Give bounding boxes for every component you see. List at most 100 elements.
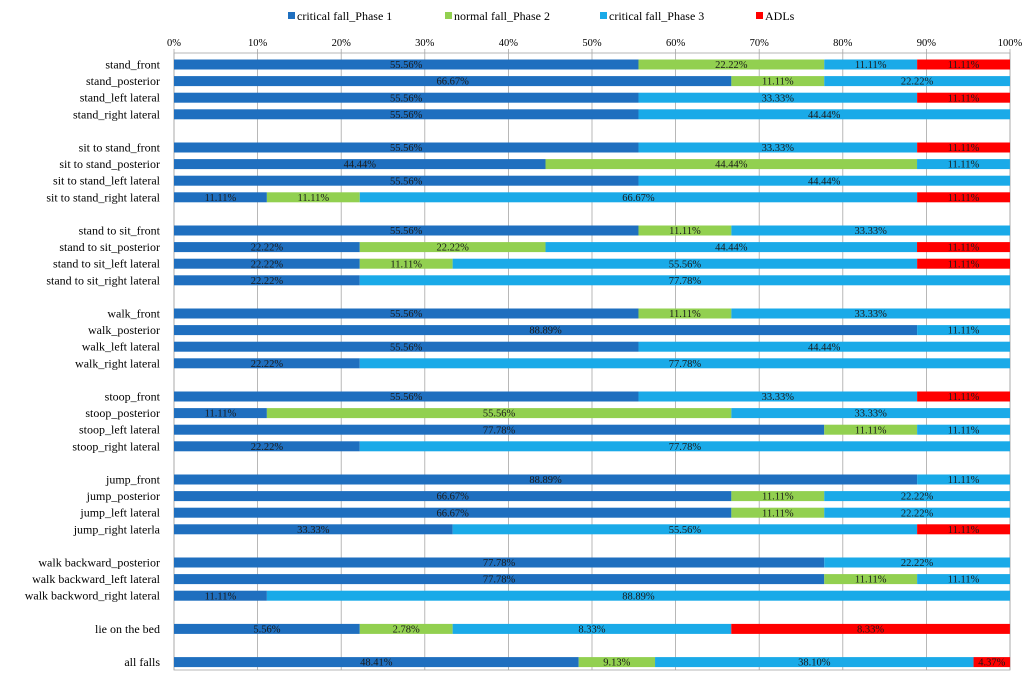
bar-segment (174, 574, 825, 585)
x-axis-tick-labels: 0% 10% 20% 30% 40% 50% 60% 70% 80% 90% 100% (167, 38, 1023, 49)
bar-segment (731, 507, 825, 518)
bar-segment (917, 474, 1010, 485)
bar-segment (917, 258, 1010, 269)
bar-segment (452, 524, 918, 535)
bar-segment (731, 225, 1010, 236)
data-label: 55.56% (483, 409, 516, 420)
data-label: 55.56% (390, 143, 423, 154)
data-label: 33.33% (762, 143, 795, 154)
bar-segment (452, 623, 732, 634)
x-tick-label: 30% (415, 38, 435, 49)
bar-segment (638, 92, 918, 103)
category-label: lie on the bed (95, 622, 160, 636)
bar-segment (917, 424, 1010, 435)
data-label: 66.67% (436, 77, 469, 88)
bars: 55.56% 22.22% 11.11% 11.11% 66.67% 11.11% 22.2… (174, 59, 1011, 669)
category-label: stand to sit_front (79, 224, 161, 238)
bar-segment (917, 325, 1010, 336)
data-label: 11.11% (948, 193, 980, 204)
data-label: 11.11% (948, 143, 980, 154)
bar-segment (266, 590, 1010, 601)
bar-segment (824, 491, 1010, 502)
bar-segment (266, 192, 360, 203)
bar-segment (824, 424, 918, 435)
bar-segment (174, 142, 639, 153)
bar-segment (638, 109, 1010, 120)
x-tick-label: 50% (582, 38, 602, 49)
data-label: 44.44% (808, 110, 841, 121)
x-tick-label: 20% (332, 38, 352, 49)
bar-segment (545, 159, 918, 170)
bar-segment (824, 574, 918, 585)
category-label: sit to stand_right lateral (46, 190, 160, 204)
bar-segment (731, 408, 1010, 419)
data-label: 55.56% (390, 342, 423, 353)
data-label: 38.10% (798, 658, 831, 669)
bar-segment (174, 225, 639, 236)
bar-segment (174, 59, 639, 70)
data-label: 66.67% (436, 492, 469, 503)
category-label: stand to sit_right lateral (46, 273, 160, 287)
category-label: jump_left lateral (79, 506, 160, 520)
x-tick-label: 60% (666, 38, 686, 49)
data-label: 48.41% (360, 658, 393, 669)
bar-segment (174, 341, 639, 352)
bar-segment (359, 358, 1011, 369)
bar-segment (917, 391, 1010, 402)
bar-segment (638, 391, 918, 402)
bar-segment (174, 92, 639, 103)
legend-label: critical fall_Phase 3 (609, 9, 704, 23)
bar-segment (174, 623, 360, 634)
data-label: 33.33% (854, 409, 887, 420)
data-label: 2.78% (393, 625, 420, 636)
bar-segment (174, 175, 639, 186)
data-label: 33.33% (854, 226, 887, 237)
bar-segment (174, 657, 579, 668)
bar-segment (174, 391, 639, 402)
legend-swatch (288, 12, 295, 19)
data-label: 11.11% (205, 193, 237, 204)
data-label: 88.89% (529, 326, 562, 337)
bar-segment (174, 507, 732, 518)
data-label: 4.37% (978, 658, 1005, 669)
data-label: 8.33% (578, 625, 605, 636)
data-label: 11.11% (205, 591, 237, 602)
data-label: 11.11% (948, 475, 980, 486)
data-label: 55.56% (390, 176, 423, 187)
x-tick-label: 10% (248, 38, 268, 49)
data-label: 33.33% (762, 392, 795, 403)
data-label: 77.78% (483, 425, 516, 436)
data-label: 66.67% (436, 508, 469, 519)
data-label: 11.11% (948, 93, 980, 104)
category-label: stand to sit_left lateral (53, 257, 161, 271)
data-label: 55.56% (390, 60, 423, 71)
category-label: stand_front (105, 58, 160, 72)
data-label: 11.11% (669, 309, 701, 320)
data-label: 11.11% (948, 525, 980, 536)
category-label: walk_posterior (88, 323, 160, 337)
legend-swatch (445, 12, 452, 19)
data-label: 11.11% (855, 425, 887, 436)
bar-segment (917, 242, 1010, 253)
category-label: walk_right lateral (75, 356, 161, 370)
category-label: stand to sit_posterior (59, 240, 160, 254)
data-label: 22.22% (901, 508, 934, 519)
bar-segment (638, 175, 1010, 186)
bar-segment (174, 109, 639, 120)
legend-label: normal fall_Phase 2 (454, 9, 550, 23)
x-tick-label: 70% (750, 38, 770, 49)
data-label: 22.22% (901, 77, 934, 88)
data-label: 11.11% (948, 326, 980, 337)
data-label: 11.11% (205, 409, 237, 420)
bar-segment (638, 142, 918, 153)
data-label: 44.44% (344, 160, 377, 171)
data-label: 11.11% (390, 259, 422, 270)
bar-segment (359, 242, 546, 253)
bar-segment (359, 623, 453, 634)
legend-swatch (756, 12, 763, 19)
category-label: walk backword_right lateral (25, 589, 161, 603)
bar-segment (359, 258, 453, 269)
bar-segment (917, 159, 1010, 170)
data-label: 55.56% (669, 259, 702, 270)
